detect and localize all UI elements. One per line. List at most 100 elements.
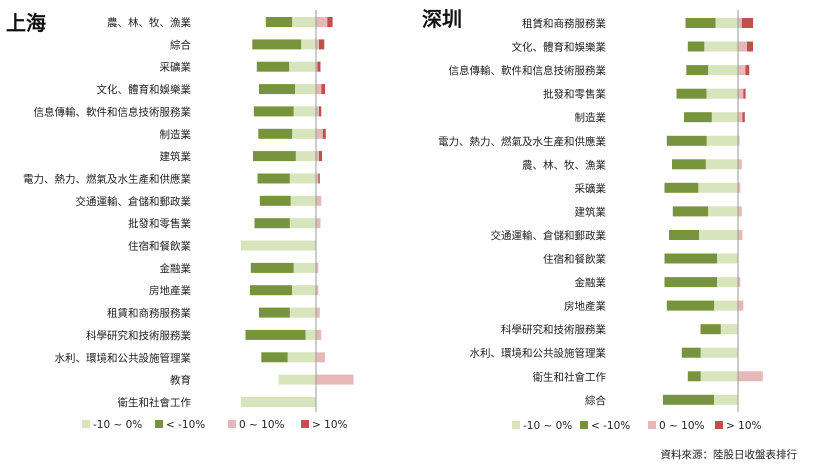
bar-segment [666, 135, 707, 146]
bar-segment [316, 84, 322, 95]
legend-swatch [82, 420, 90, 428]
bar-segment [259, 84, 295, 95]
legend-swatch [715, 421, 723, 429]
bar-segment [738, 206, 742, 217]
category-label: 采礦業 [160, 61, 192, 74]
bar-segment [686, 65, 709, 76]
bar-segment [241, 397, 316, 407]
legend-swatch [155, 420, 163, 428]
bar-segment [708, 206, 738, 217]
panel-title: 上海 [6, 11, 46, 35]
bar-segment [287, 352, 316, 363]
category-label: 衛生和社會工作 [533, 370, 607, 383]
bar-segment [259, 307, 290, 318]
bar-segment [289, 307, 317, 318]
legend-swatch [648, 421, 656, 429]
bar-segment [321, 84, 326, 95]
bar-segment [684, 112, 712, 123]
bar-segment [672, 159, 706, 170]
category-label: 制造業 [575, 111, 607, 124]
bar-segment [289, 61, 316, 72]
bar-segment [316, 106, 319, 117]
category-label: 農、林、牧、漁業 [107, 16, 191, 29]
bar-segment [316, 151, 319, 162]
category-label: 電力、熱力、燃氣及水生產和供應業 [23, 172, 191, 185]
category-label: 金融業 [575, 276, 607, 289]
bar-segment [253, 106, 294, 117]
bar-segment [316, 262, 319, 273]
bar-segment [738, 371, 763, 382]
legend-label: 0 ~ 10% [659, 420, 705, 432]
category-label: 文化、體育和娛樂業 [97, 83, 192, 96]
bar-segment [316, 218, 321, 229]
category-label: 農、林、牧、漁業 [522, 158, 606, 171]
legend-label: > 10% [726, 420, 761, 432]
bar-segment [316, 352, 325, 363]
bar-segment [322, 128, 326, 139]
category-label: 信息傳輸、軟件和信息技術服務業 [34, 105, 192, 118]
bar-segment [747, 41, 753, 52]
bar-segment [327, 17, 333, 27]
bar-segment [278, 374, 316, 385]
bar-segment [676, 88, 707, 99]
bar-segment [316, 329, 322, 340]
bar-segment [316, 17, 328, 27]
category-label: 信息傳輸、軟件和信息技術服務業 [449, 64, 607, 77]
bar-segment [292, 285, 316, 296]
bar-segment [250, 285, 292, 296]
bar-segment [738, 112, 743, 123]
bar-segment [687, 41, 705, 52]
bar-segment [698, 182, 739, 193]
legend-label: -10 ~ 0% [93, 419, 142, 431]
bar-segment [738, 65, 746, 76]
bar-segment [700, 324, 721, 335]
bar-segment [261, 352, 288, 363]
bar-segment [714, 300, 738, 311]
bar-segment [316, 374, 354, 385]
bar-segment [295, 84, 316, 95]
bar-segment [687, 371, 701, 382]
legend-swatch [301, 420, 309, 428]
bar-segment [706, 135, 738, 146]
bar-segment [714, 394, 738, 405]
bar-segment [259, 195, 291, 206]
bar-segment [700, 371, 738, 382]
legend-label: -10 ~ 0% [523, 420, 572, 432]
bar-segment [742, 112, 745, 123]
bar-segment [704, 41, 739, 52]
legend-swatch [512, 421, 520, 429]
bar-segment [256, 61, 290, 72]
chart-panel-shenzhen: 深圳 租賃和商務服務業文化、體育和娛樂業信息傳輸、軟件和信息技術服務業批發和零售業… [422, 7, 763, 412]
bar-segment [685, 18, 716, 28]
bar-segment [672, 206, 709, 217]
bar-segment [316, 128, 323, 139]
bar-segment [666, 300, 715, 311]
category-label: 綜合 [585, 394, 606, 407]
bar-segment [708, 65, 738, 76]
legend-label: > 10% [312, 419, 347, 431]
category-label: 租賃和商務服務業 [522, 17, 606, 30]
legend-swatch [580, 421, 588, 429]
bar-segment [738, 159, 742, 170]
bar-segment [316, 307, 320, 318]
category-label: 科學研究和技術服務業 [86, 329, 191, 342]
bar-segment [257, 173, 290, 184]
bar-segment [319, 151, 322, 162]
bar-segment [738, 135, 740, 146]
bar-segment [717, 277, 738, 288]
bar-segment [316, 61, 318, 72]
bar-segment [319, 39, 325, 50]
bar-segment [305, 329, 316, 340]
bar-segment [715, 18, 738, 28]
category-label: 批發和零售業 [543, 88, 606, 101]
bar-segment [292, 17, 316, 27]
category-label: 交通運輸、倉儲和郵政業 [76, 195, 192, 208]
category-label: 教育 [170, 374, 191, 387]
bar-segment [664, 253, 717, 264]
panel-title: 深圳 [422, 7, 462, 31]
bar-segment [258, 128, 293, 139]
category-label: 綜合 [170, 38, 191, 51]
bar-segment [705, 159, 739, 170]
legend-label: < -10% [591, 420, 630, 432]
category-label: 交通運輸、倉儲和郵政業 [491, 229, 607, 242]
